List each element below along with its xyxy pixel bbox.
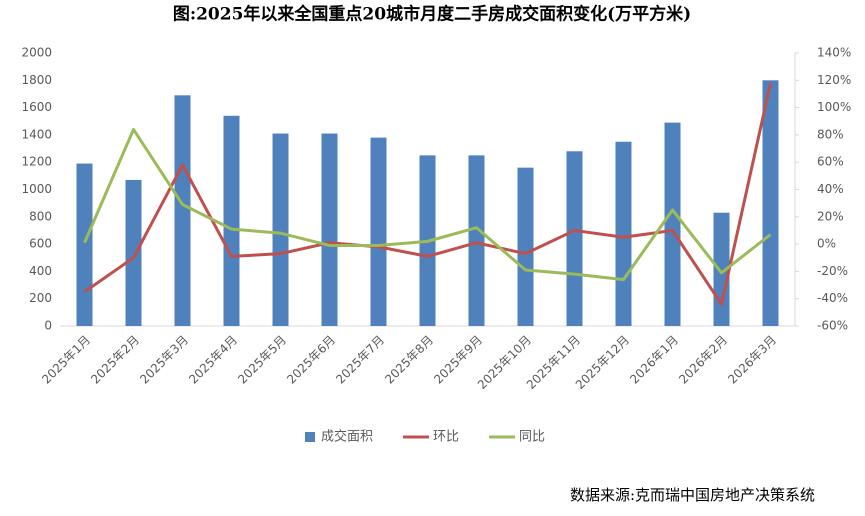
x-tick-label: 2026年2月 [676, 333, 730, 387]
legend-label: 成交面积 [321, 429, 373, 445]
x-tick-label: 2025年1月 [39, 333, 93, 387]
source: 数据来源:克而瑞中国房地产决策系统 [570, 486, 815, 504]
y-tick-label: 1600 [21, 100, 52, 114]
y-tick-label: 600 [29, 237, 52, 251]
x-tick-label: 2025年6月 [284, 333, 338, 387]
y-tick-label: 1200 [21, 155, 52, 169]
x-tick-label: 2026年3月 [725, 333, 779, 387]
bar [566, 151, 583, 326]
x-tick-label: 2026年1月 [627, 333, 681, 387]
legend-label: 同比 [519, 430, 545, 445]
y-tick-label: 800 [29, 209, 52, 223]
bar [272, 133, 289, 326]
y-tick-label: 200 [29, 291, 52, 305]
bar [762, 80, 779, 326]
x-tick-label: 2025年2月 [88, 333, 142, 387]
y-tick-label: 400 [29, 264, 52, 278]
bar [370, 137, 387, 326]
legend-swatch [305, 432, 315, 442]
y2-tick-label: 20% [817, 209, 844, 223]
x-tick-label: 2025年7月 [333, 333, 387, 387]
y2-tick-label: 140% [817, 46, 851, 60]
y-tick-label: 1400 [21, 127, 52, 141]
bar [517, 167, 534, 326]
bar [468, 155, 485, 326]
y2-tick-label: 60% [817, 155, 844, 169]
y-tick-label: 0 [44, 319, 52, 333]
line [83, 127, 772, 282]
bar [321, 133, 338, 326]
chart-title: 图:2025年以来全国重点20城市月度二手房成交面积变化(万平方米) [173, 4, 691, 25]
y2-tick-label: 120% [817, 73, 851, 87]
y2-tick-label: -60% [817, 319, 848, 333]
y-tick-label: 2000 [21, 46, 52, 60]
bar [223, 115, 240, 326]
bar [76, 163, 93, 326]
y2-tick-label: 40% [817, 182, 844, 196]
y2-tick-label: 0% [817, 237, 836, 251]
bar [664, 122, 681, 327]
x-tick-label: 2025年3月 [137, 333, 191, 387]
bar [615, 141, 632, 326]
x-tick-label: 2025年5月 [235, 333, 289, 387]
y2-tick-label: 80% [817, 127, 844, 141]
y2-tick-label: 100% [817, 100, 851, 114]
x-tick-label: 2025年8月 [382, 333, 436, 387]
y-tick-label: 1800 [21, 73, 52, 87]
y2-tick-label: -20% [817, 264, 848, 278]
x-tick-label: 2025年4月 [186, 333, 240, 387]
y-tick-label: 1000 [21, 182, 52, 196]
y2-tick-label: -40% [817, 291, 848, 305]
bar [174, 95, 191, 326]
bar [125, 179, 142, 326]
legend-label: 环比 [433, 430, 459, 445]
